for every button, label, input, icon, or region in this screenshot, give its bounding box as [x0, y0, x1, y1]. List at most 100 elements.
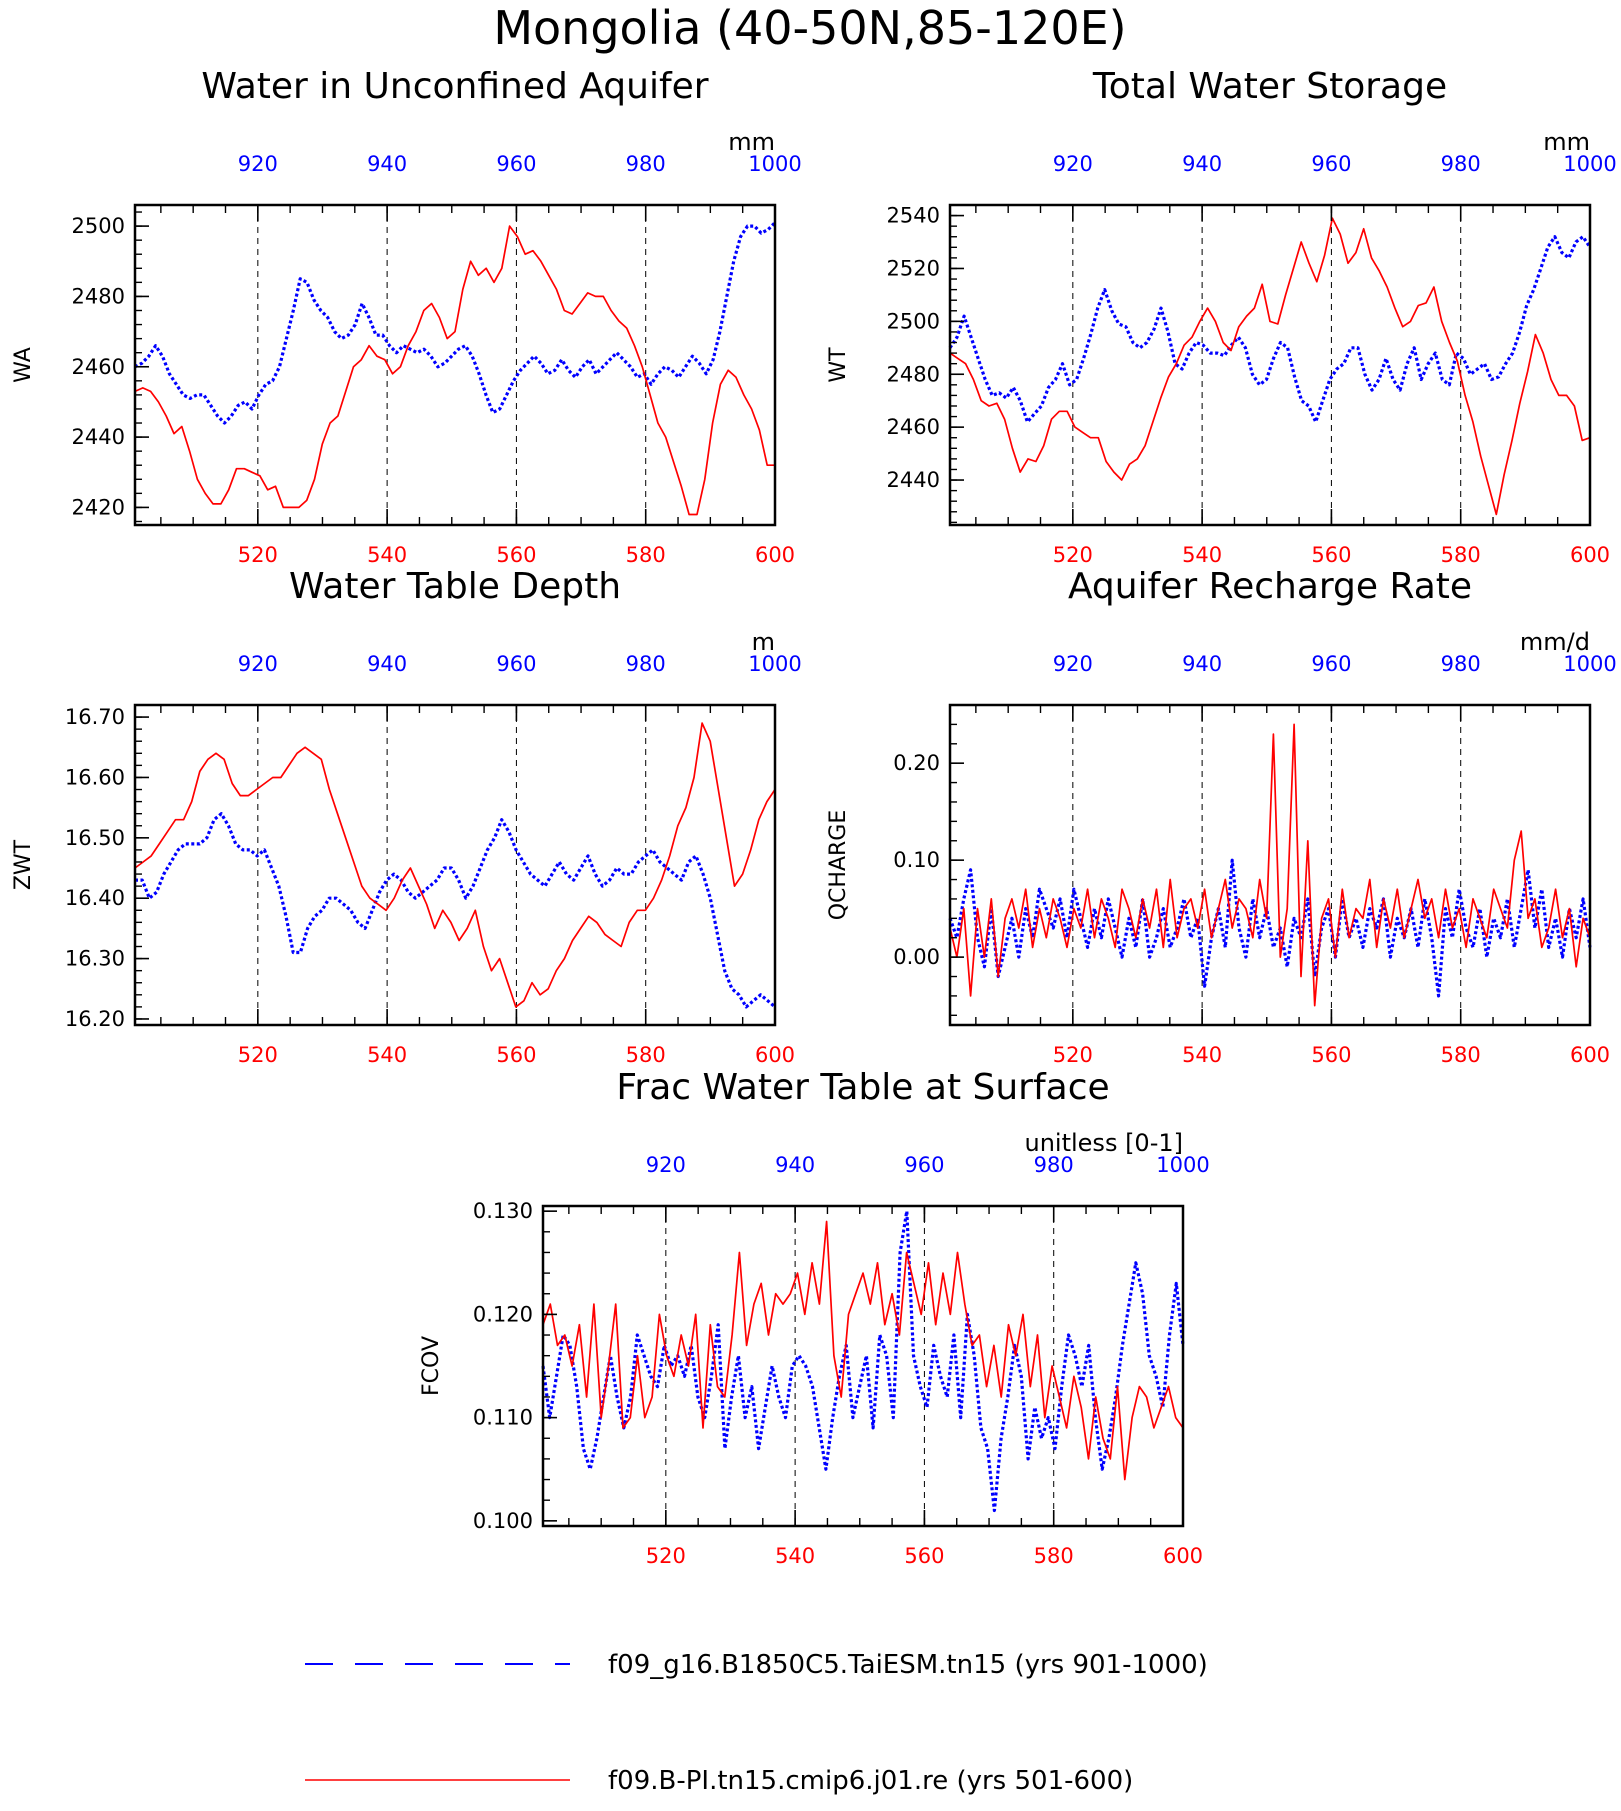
units-label-qcharge: mm/d: [1520, 628, 1590, 656]
x-bottom-tick-label-wa: 600: [755, 543, 795, 567]
y-tick-label-wt: 2500: [887, 309, 940, 333]
x-top-tick-label-wt: 1000: [1563, 152, 1616, 176]
x-bottom-tick-label-fcov: 540: [775, 1544, 815, 1568]
series-line-fcov-cmip6: [542, 1220, 1184, 1481]
x-bottom-tick-label-qcharge: 580: [1441, 1043, 1481, 1067]
y-axis-label-wa: WA: [11, 347, 36, 383]
x-bottom-tick-label-fcov: 580: [1034, 1544, 1074, 1568]
y-tick-label-wt: 2480: [887, 362, 940, 386]
y-tick-label-wt: 2540: [887, 204, 940, 228]
x-top-tick-label-fcov: 940: [775, 1153, 815, 1177]
legend-label-taiesm: f09_g16.B1850C5.TaiESM.tn15 (yrs 901-100…: [608, 1650, 1208, 1680]
chart-panel-wa: Water in Unconfined Aquifer mm WA 2420 2440 2…: [11, 66, 802, 567]
x-bottom-tick-label-fcov: 560: [904, 1544, 944, 1568]
y-tick-label-wa: 2420: [72, 495, 125, 519]
plot-frame-wa: [133, 203, 777, 527]
x-top-tick-label-wt: 980: [1441, 152, 1481, 176]
x-top-tick-label-wt: 940: [1182, 152, 1222, 176]
series-line-zwt-cmip6: [134, 722, 776, 1008]
series-line-qcharge-cmip6: [949, 723, 1591, 1007]
x-bottom-tick-label-qcharge: 540: [1182, 1043, 1222, 1067]
y-tick-label-zwt: 16.70: [65, 705, 125, 729]
y-tick-label-qcharge: 0.20: [893, 751, 940, 775]
x-top-tick-label-qcharge: 940: [1182, 652, 1222, 676]
y-tick-label-zwt: 16.20: [65, 1007, 125, 1031]
plot-frame-wt: [948, 203, 1592, 527]
x-top-tick-label-wt: 920: [1053, 152, 1093, 176]
y-tick-label-zwt: 16.60: [65, 765, 125, 789]
x-bottom-tick-label-qcharge: 520: [1053, 1043, 1093, 1067]
chart-panel-zwt: Water Table Depth m ZWT 16.20 16.30 16.40 16.5…: [11, 566, 802, 1067]
x-bottom-tick-label-wt: 580: [1441, 543, 1481, 567]
y-tick-label-wa: 2460: [72, 355, 125, 379]
x-top-tick-label-wa: 940: [367, 152, 407, 176]
y-tick-label-qcharge: 0.10: [893, 848, 940, 872]
series-line-wt-cmip6: [949, 217, 1591, 516]
y-axis-label-zwt: ZWT: [11, 839, 36, 890]
units-label-zwt: m: [752, 628, 775, 656]
chart-panel-wt: Total Water Storage mm WT 2440 2460 2480 2500 2…: [826, 66, 1617, 567]
y-tick-label-zwt: 16.30: [65, 947, 125, 971]
series-line-qcharge-taiesm: [948, 858, 1592, 998]
plot-frame-qcharge: [948, 703, 1592, 1027]
x-top-tick-label-fcov: 960: [904, 1153, 944, 1177]
x-bottom-tick-label-wt: 520: [1053, 543, 1093, 567]
legend-label-cmip6: f09.B-PI.tn15.cmip6.j01.re (yrs 501-600): [608, 1766, 1133, 1796]
y-axis-label-fcov: FCOV: [419, 1336, 444, 1396]
x-top-tick-label-wa: 1000: [748, 152, 801, 176]
x-bottom-tick-label-wt: 560: [1311, 543, 1351, 567]
panel-title-fcov: Frac Water Table at Surface: [616, 1067, 1109, 1108]
panel-title-zwt: Water Table Depth: [289, 566, 621, 607]
x-bottom-tick-label-zwt: 600: [755, 1043, 795, 1067]
x-bottom-tick-label-qcharge: 560: [1311, 1043, 1351, 1067]
y-tick-label-zwt: 16.40: [65, 886, 125, 910]
chart-panel-qcharge: Aquifer Recharge Rate mm/d QCHARGE 0.00 0.10…: [826, 566, 1617, 1067]
x-top-tick-label-zwt: 920: [238, 652, 278, 676]
x-top-tick-label-wa: 980: [626, 152, 666, 176]
x-bottom-tick-label-wt: 600: [1570, 543, 1610, 567]
units-label-wt: mm: [1543, 128, 1590, 156]
y-tick-label-fcov: 0.100: [473, 1509, 533, 1533]
x-bottom-tick-label-wa: 540: [367, 543, 407, 567]
x-bottom-tick-label-zwt: 580: [626, 1043, 666, 1067]
figure-title: Mongolia (40-50N,85-120E): [493, 1, 1126, 55]
plot-frame-fcov: [541, 1204, 1185, 1528]
x-bottom-tick-label-zwt: 560: [496, 1043, 536, 1067]
y-tick-label-wt: 2460: [887, 415, 940, 439]
y-axis-label-wt: WT: [826, 347, 851, 383]
x-top-tick-label-zwt: 1000: [748, 652, 801, 676]
x-bottom-tick-label-fcov: 520: [646, 1544, 686, 1568]
x-bottom-tick-label-zwt: 520: [238, 1043, 278, 1067]
series-line-fcov-taiesm: [541, 1209, 1185, 1513]
x-top-tick-label-zwt: 980: [626, 652, 666, 676]
x-top-tick-label-zwt: 960: [496, 652, 536, 676]
x-top-tick-label-fcov: 980: [1034, 1153, 1074, 1177]
panel-title-wt: Total Water Storage: [1092, 66, 1447, 107]
x-top-tick-label-qcharge: 920: [1053, 652, 1093, 676]
x-bottom-tick-label-wa: 580: [626, 543, 666, 567]
y-tick-label-qcharge: 0.00: [893, 945, 940, 969]
panel-title-qcharge: Aquifer Recharge Rate: [1068, 566, 1472, 607]
x-bottom-tick-label-wa: 520: [238, 543, 278, 567]
x-top-tick-label-fcov: 920: [646, 1153, 686, 1177]
x-top-tick-label-zwt: 940: [367, 652, 407, 676]
x-top-tick-label-wa: 960: [496, 152, 536, 176]
x-top-tick-label-fcov: 1000: [1156, 1153, 1209, 1177]
units-label-wa: mm: [728, 128, 775, 156]
x-bottom-tick-label-qcharge: 600: [1570, 1043, 1610, 1067]
y-tick-label-wa: 2440: [72, 425, 125, 449]
x-top-tick-label-wt: 960: [1311, 152, 1351, 176]
y-tick-label-wa: 2480: [72, 284, 125, 308]
x-bottom-tick-label-wa: 560: [496, 543, 536, 567]
panels-layer: Water in Unconfined Aquifer mm WA 2420 2440 2…: [11, 66, 1617, 1568]
x-bottom-tick-label-wt: 540: [1182, 543, 1222, 567]
x-top-tick-label-qcharge: 960: [1311, 652, 1351, 676]
y-tick-label-zwt: 16.50: [65, 826, 125, 850]
x-top-tick-label-qcharge: 980: [1441, 652, 1481, 676]
y-tick-label-wt: 2520: [887, 256, 940, 280]
y-axis-label-qcharge: QCHARGE: [826, 810, 851, 921]
y-tick-label-fcov: 0.130: [473, 1199, 533, 1223]
chart-panel-fcov: Frac Water Table at Surface unitless [0-1…: [419, 1067, 1210, 1568]
x-top-tick-label-qcharge: 1000: [1563, 652, 1616, 676]
